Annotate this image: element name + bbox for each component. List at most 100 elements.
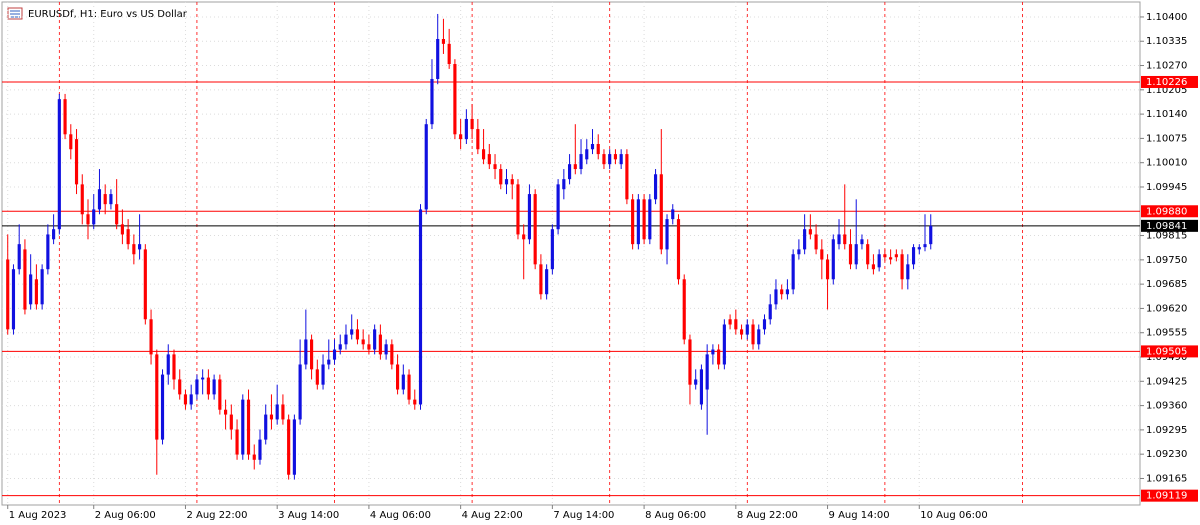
candle-body [310, 339, 314, 370]
candle-body [751, 324, 755, 345]
candle-body [825, 259, 830, 280]
candle-body [396, 364, 400, 390]
candle-body [889, 257, 893, 260]
candle-body [201, 377, 205, 380]
candle-body [797, 249, 801, 255]
candle-body [487, 154, 491, 165]
x-tick-label: 2 Aug 22:00 [186, 510, 247, 521]
candle-body [636, 199, 640, 245]
price-level-tag [1141, 75, 1198, 88]
price-level-label: 1.10226 [1146, 77, 1187, 88]
candle-body [235, 429, 239, 455]
candle-body [567, 164, 572, 180]
candle-body [11, 269, 16, 330]
x-tick-label: 3 Aug 14:00 [278, 510, 339, 521]
candle-body [722, 324, 726, 365]
candle-body [556, 184, 560, 230]
candle-body [602, 154, 606, 165]
candle-body [241, 399, 245, 455]
y-tick-label: 1.09295 [1146, 425, 1187, 436]
candle-body [183, 394, 188, 405]
candle-body [332, 349, 337, 360]
candle-body [711, 349, 715, 355]
y-tick-label: 1.09165 [1146, 473, 1187, 484]
candle-body [80, 184, 84, 215]
candle-body [172, 354, 176, 380]
candle-body [745, 324, 749, 335]
candle-body [132, 244, 136, 255]
candle-body [768, 304, 772, 320]
candle-body [212, 379, 216, 395]
candle-body [499, 169, 503, 185]
candle-body [92, 209, 96, 225]
candle-body [373, 329, 377, 350]
candle-body [481, 149, 486, 160]
candle-body [46, 234, 50, 270]
candle-body [860, 239, 864, 245]
candle-body [625, 154, 629, 200]
candle-body [642, 199, 646, 240]
candle-body [579, 154, 583, 170]
candle-body [527, 194, 532, 240]
y-tick-label: 1.10075 [1146, 133, 1187, 144]
candle-body [699, 369, 704, 405]
candle-body [791, 254, 795, 290]
candle-body [728, 319, 732, 325]
candle-body [665, 219, 669, 250]
candle-body [808, 229, 812, 235]
candle-body [258, 439, 262, 460]
candle-body [522, 234, 526, 240]
x-tick-label: 10 Aug 06:00 [920, 510, 987, 521]
x-tick-label: 8 Aug 22:00 [737, 510, 798, 521]
candle-body [155, 354, 159, 440]
candle-body [659, 174, 663, 250]
candle-body [321, 364, 325, 385]
candle-body [590, 144, 595, 150]
y-tick-label: 1.10205 [1146, 85, 1187, 96]
candle-body [63, 99, 67, 135]
y-tick-label: 1.10335 [1146, 36, 1187, 47]
candle-body [160, 374, 165, 440]
candle-body [275, 404, 279, 420]
candle-body [367, 344, 371, 350]
candle-body [631, 199, 635, 245]
candle-body [436, 38, 440, 79]
candle-body [206, 377, 210, 395]
candle-body [470, 118, 474, 130]
candle-body [929, 225, 933, 245]
candle-body [29, 274, 33, 305]
candle-body [688, 339, 692, 385]
candle-body [384, 344, 388, 355]
y-tick-label: 1.09490 [1146, 352, 1187, 363]
candle-body [516, 184, 520, 235]
y-tick-label: 1.10140 [1146, 109, 1187, 120]
candle-body [52, 229, 56, 240]
y-tick-label: 1.10010 [1146, 158, 1187, 169]
price-level-tag [1141, 219, 1198, 232]
x-tick-label: 4 Aug 06:00 [370, 510, 431, 521]
candle-body [734, 319, 738, 330]
candle-body [344, 334, 348, 345]
candle-body [757, 329, 761, 345]
candle-body [143, 249, 147, 320]
candle-body [831, 239, 835, 280]
candle-body [149, 319, 153, 355]
candle-body [653, 174, 658, 200]
candle-body [648, 199, 652, 240]
candle-body [493, 164, 497, 170]
candle-body [103, 194, 107, 205]
candle-body [69, 134, 73, 150]
candle-body [292, 419, 296, 475]
candle-body [413, 399, 417, 405]
candle-body [120, 224, 124, 235]
candle-body [533, 194, 537, 265]
candle-body [871, 264, 875, 270]
candle-body [894, 254, 898, 258]
candle-body [40, 269, 44, 305]
candle-body [837, 234, 841, 245]
price-level-label: 1.09119 [1146, 491, 1187, 502]
candle-body [854, 244, 858, 265]
candle-body [694, 379, 698, 385]
candle-body [459, 134, 463, 140]
